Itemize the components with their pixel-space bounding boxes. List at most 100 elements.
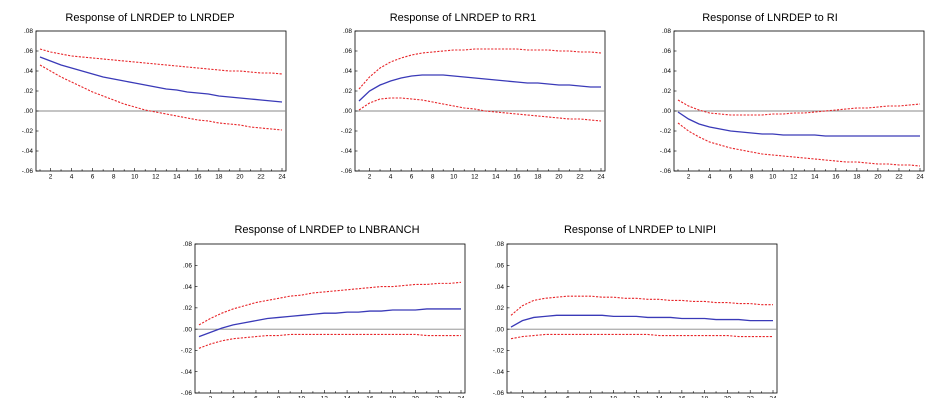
x-tick-label: 20	[874, 174, 882, 181]
y-tick-label: .04	[183, 284, 192, 291]
plot-frame	[194, 243, 466, 394]
series-upper-band-line	[677, 99, 921, 116]
series-upper-band-line	[510, 295, 773, 316]
x-tick-label: 18	[215, 174, 223, 181]
x-tick-label: 16	[366, 396, 374, 398]
x-tick-label: 24	[916, 174, 924, 181]
x-tick-label: 4	[708, 174, 712, 181]
x-axis: 2 4 6 8 10 12 14 16 18 20 22 24	[209, 396, 465, 398]
series-upper-band-line	[358, 48, 602, 90]
series-lower-band-line	[39, 64, 283, 131]
series-lower-band-line	[198, 333, 461, 349]
series-response-line	[677, 111, 920, 137]
x-tick-label: 20	[724, 396, 732, 398]
x-tick-label: 16	[678, 396, 686, 398]
x-tick-label: 22	[257, 174, 265, 181]
y-tick-label: -.02	[341, 128, 353, 135]
panel-title: Response of LNRDEP to LNIPI	[564, 224, 716, 236]
x-tick-label: 22	[576, 174, 584, 181]
x-tick-label: 18	[853, 174, 861, 181]
x-tick-label: 8	[431, 174, 435, 181]
y-tick-label: .04	[662, 68, 671, 75]
y-tick-label: -.02	[22, 128, 34, 135]
series-lower-band-line	[358, 97, 602, 122]
x-axis: 2 4 6 8 10 12 14 16 18 20 22 24	[49, 174, 286, 181]
y-tick-label: -.06	[22, 168, 34, 175]
plot-frame	[35, 30, 287, 172]
x-tick-label: 12	[633, 396, 641, 398]
y-tick-label: -.02	[660, 128, 672, 135]
y-tick-label: .06	[183, 262, 192, 269]
y-axis: .08 .06 .04 .02 .00 -.02 -.04 -.06	[660, 28, 672, 175]
y-tick-label: .08	[24, 28, 33, 35]
y-tick-label: -.04	[660, 148, 672, 155]
x-tick-label: 16	[832, 174, 840, 181]
y-tick-label: .06	[495, 262, 504, 269]
y-tick-label: -.06	[341, 168, 353, 175]
y-tick-label: -.02	[181, 348, 193, 355]
series-upper-band-line	[39, 48, 283, 75]
x-tick-label: 20	[412, 396, 420, 398]
x-tick-label: 20	[555, 174, 563, 181]
plot-marks	[507, 243, 777, 394]
x-tick-label: 14	[343, 396, 351, 398]
y-tick-label: -.04	[181, 369, 193, 376]
x-tick-label: 12	[471, 174, 479, 181]
y-tick-label: -.06	[493, 390, 505, 397]
plot-marks	[36, 30, 286, 172]
y-tick-label: .04	[343, 68, 352, 75]
x-tick-label: 6	[410, 174, 414, 181]
y-tick-label: .00	[24, 108, 33, 115]
y-tick-label: .00	[343, 108, 352, 115]
y-axis: .08 .06 .04 .02 .00 -.02 -.04 -.06	[181, 241, 193, 397]
x-tick-label: 2	[521, 396, 525, 398]
series-response-line	[39, 56, 283, 103]
panel-title: Response of LNRDEP to LNBRANCH	[234, 224, 419, 236]
x-tick-label: 10	[610, 396, 618, 398]
x-axis: 2 4 6 8 10 12 14 16 18 20 22 24	[687, 174, 924, 181]
x-tick-label: 8	[277, 396, 281, 398]
y-tick-label: .08	[662, 28, 671, 35]
panel-title: Response of LNRDEP to RI	[702, 12, 838, 24]
x-tick-label: 6	[566, 396, 570, 398]
y-axis: .08 .06 .04 .02 .00 -.02 -.04 -.06	[22, 28, 34, 175]
y-tick-label: .04	[24, 68, 33, 75]
plot-marks	[355, 30, 605, 172]
panel-response-to-lnipi: Response of LNRDEP to LNIPI .08 .06 .04 …	[493, 224, 778, 398]
plot-frame	[506, 243, 778, 394]
x-tick-label: 6	[91, 174, 95, 181]
x-tick-label: 16	[194, 174, 202, 181]
x-tick-label: 10	[450, 174, 458, 181]
y-tick-label: .00	[662, 108, 671, 115]
panel-response-to-ri: Response of LNRDEP to RI .08 .06 .04 .02…	[660, 12, 925, 181]
x-tick-label: 16	[513, 174, 521, 181]
x-tick-label: 20	[236, 174, 244, 181]
x-tick-label: 12	[321, 396, 329, 398]
y-tick-label: .00	[183, 326, 192, 333]
x-tick-label: 4	[70, 174, 74, 181]
y-tick-label: .02	[24, 88, 33, 95]
x-tick-label: 2	[687, 174, 691, 181]
y-tick-label: -.02	[493, 348, 505, 355]
x-tick-label: 24	[769, 396, 777, 398]
plot-marks	[674, 30, 924, 172]
x-tick-label: 12	[152, 174, 160, 181]
y-tick-label: .06	[24, 48, 33, 55]
panel-title: Response of LNRDEP to LNRDEP	[65, 12, 234, 24]
x-tick-label: 10	[769, 174, 777, 181]
y-tick-label: -.06	[660, 168, 672, 175]
x-tick-label: 10	[298, 396, 306, 398]
x-tick-label: 4	[231, 396, 235, 398]
x-tick-label: 2	[209, 396, 213, 398]
plot-frame	[354, 30, 606, 172]
x-tick-label: 8	[589, 396, 593, 398]
y-tick-label: .04	[495, 284, 504, 291]
panel-response-to-lnbranch: Response of LNRDEP to LNBRANCH .08 .06 .…	[181, 224, 466, 398]
x-tick-label: 24	[597, 174, 605, 181]
x-tick-label: 24	[457, 396, 465, 398]
y-tick-label: .06	[662, 48, 671, 55]
series-lower-band-line	[677, 122, 921, 167]
x-tick-label: 4	[389, 174, 393, 181]
